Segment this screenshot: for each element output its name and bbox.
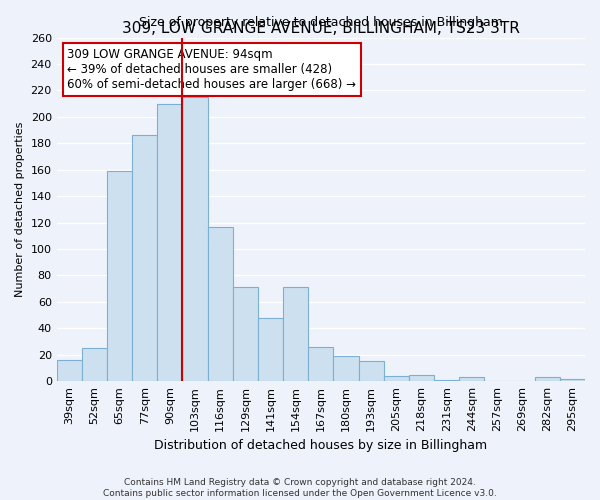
Bar (535, 377, 560, 381)
Bar (233, 288, 258, 381)
Bar (409, 374, 434, 381)
Y-axis label: Number of detached properties: Number of detached properties (15, 122, 25, 297)
Bar (157, 104, 182, 381)
Bar (107, 171, 132, 381)
Bar (82, 348, 107, 381)
Title: 309, LOW GRANGE AVENUE, BILLINGHAM, TS23 3TR: 309, LOW GRANGE AVENUE, BILLINGHAM, TS23… (122, 22, 520, 36)
Bar (308, 347, 334, 381)
Bar (182, 97, 208, 381)
Bar (132, 136, 157, 381)
Bar (258, 318, 283, 381)
Bar (434, 380, 459, 381)
Text: Size of property relative to detached houses in Billingham: Size of property relative to detached ho… (139, 16, 503, 29)
Bar (384, 376, 409, 381)
Bar (560, 378, 585, 381)
Bar (359, 362, 384, 381)
Text: Contains HM Land Registry data © Crown copyright and database right 2024.
Contai: Contains HM Land Registry data © Crown c… (103, 478, 497, 498)
Bar (56, 360, 82, 381)
Bar (208, 226, 233, 381)
Bar (283, 288, 308, 381)
Bar (459, 377, 484, 381)
Text: 309 LOW GRANGE AVENUE: 94sqm
← 39% of detached houses are smaller (428)
60% of s: 309 LOW GRANGE AVENUE: 94sqm ← 39% of de… (67, 48, 356, 91)
Bar (334, 356, 359, 381)
X-axis label: Distribution of detached houses by size in Billingham: Distribution of detached houses by size … (154, 440, 487, 452)
